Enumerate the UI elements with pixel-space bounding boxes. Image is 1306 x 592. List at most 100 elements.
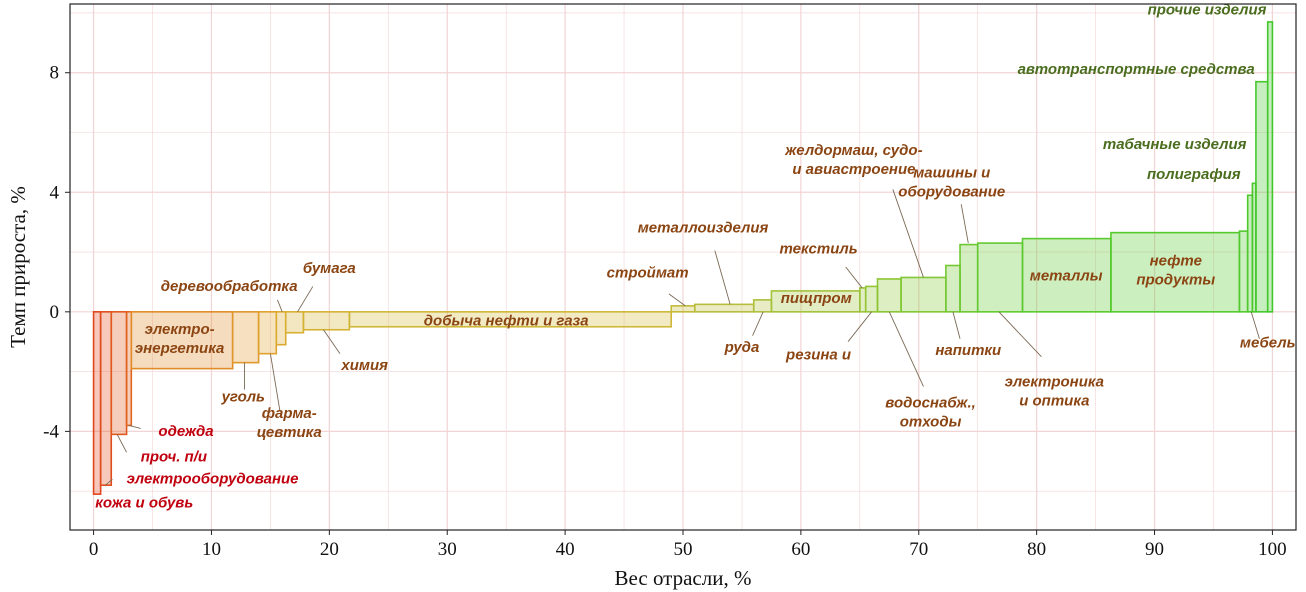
sector-label: цевтика — [257, 424, 322, 441]
sector-label: электрооборудование — [127, 471, 299, 488]
annotation-leader — [952, 311, 961, 339]
sector-label: мебель — [1240, 335, 1296, 352]
annotations: прочие изделия автотранспортные средства т… — [95, 1, 1295, 511]
bar — [92, 311, 102, 495]
bar — [864, 285, 879, 313]
bar — [876, 278, 902, 313]
sector-label: одежда — [158, 423, 213, 440]
bar — [257, 311, 278, 355]
x-tick-label: 20 — [320, 539, 339, 560]
bar — [130, 311, 234, 370]
annotation-leader — [752, 311, 764, 336]
annotation-leader — [847, 311, 872, 342]
bar — [959, 243, 979, 313]
sector-label: металлоизделия — [638, 220, 769, 237]
bar — [275, 311, 287, 346]
sector-label: машины и — [913, 164, 990, 181]
bar — [900, 276, 947, 313]
bar — [1110, 231, 1241, 313]
annotation-leader — [960, 204, 969, 244]
x-tick-label: 100 — [1258, 539, 1287, 560]
sector-label: химия — [340, 357, 388, 374]
sector-label: руда — [724, 339, 760, 356]
sector-label: табачные изделия — [1103, 136, 1247, 153]
annotation-leader — [998, 311, 1042, 357]
bar — [284, 311, 305, 334]
sector-label: прочие изделия — [1148, 1, 1267, 18]
sector-label: уголь — [221, 388, 265, 405]
bar — [670, 305, 696, 313]
sector-label: полиграфия — [1147, 166, 1241, 183]
sector-label: оборудование — [898, 183, 1005, 200]
sector-label: деревообработка — [161, 278, 298, 295]
y-tick-label: 4 — [50, 182, 60, 203]
annotation-leader — [297, 286, 314, 313]
sector-label: строймат — [607, 264, 689, 281]
bar — [1255, 80, 1269, 313]
y-tick-label: -4 — [43, 421, 59, 442]
sector-label: напитки — [935, 342, 1001, 359]
annotation-leader — [269, 353, 281, 411]
sector-label: и оптика — [1019, 393, 1089, 410]
sector-label: кожа и обувь — [95, 495, 193, 512]
annotation-leader — [105, 478, 113, 486]
sector-label: отходы — [900, 413, 962, 430]
x-tick-label: 80 — [1027, 539, 1046, 560]
sector-label: бумага — [303, 260, 356, 277]
sector-label: электроника — [1005, 374, 1104, 391]
x-axis-label: Вес отрасли, % — [615, 566, 752, 590]
y-axis-label: Темп прироста, % — [6, 186, 30, 348]
sector-label: резина и — [785, 347, 851, 364]
bar — [1266, 21, 1274, 313]
x-tick-label: 10 — [202, 539, 221, 560]
sector-label: фарма- — [262, 405, 317, 422]
annotation-leader — [845, 266, 863, 289]
sector-label: автотранспортные средства — [1018, 61, 1255, 78]
bar — [110, 311, 128, 436]
bar — [752, 299, 773, 313]
x-tick-label: 90 — [1145, 539, 1164, 560]
annotation-leader — [323, 329, 341, 354]
sector-label: энергетика — [135, 340, 224, 357]
annotation-leader — [888, 311, 924, 387]
sector-label: электро- — [145, 321, 215, 338]
annotation-leader — [892, 189, 924, 278]
x-axis-ticks: 0 10 20 30 40 50 60 70 80 90 100 — [89, 530, 1287, 560]
bar — [693, 303, 755, 313]
sector-label: металлы — [1030, 267, 1103, 284]
bar — [976, 242, 1024, 313]
annotation-leader — [714, 250, 731, 305]
annotation-leader — [277, 299, 283, 312]
bar — [1021, 237, 1112, 313]
sector-label: продукты — [1136, 272, 1215, 289]
sector-label: и авиастроение — [792, 161, 915, 178]
sector-label: текстиль — [779, 241, 857, 258]
bar — [99, 311, 113, 486]
sector-label: водоснабж., — [885, 394, 976, 411]
sector-label: желдормаш, судо- — [784, 142, 922, 159]
sector-label: нефте — [1150, 253, 1202, 270]
annotation-leaders — [105, 189, 1260, 486]
annotation-leader — [668, 293, 686, 307]
sector-label: добыча нефти и газа — [424, 312, 589, 329]
annotation-leader — [1250, 311, 1260, 339]
bars — [92, 21, 1274, 495]
bar — [348, 311, 673, 328]
x-tick-label: 0 — [89, 539, 99, 560]
sector-label: проч. п/и — [141, 448, 207, 465]
y-tick-label: 8 — [50, 63, 60, 84]
x-tick-label: 40 — [556, 539, 575, 560]
x-tick-label: 30 — [438, 539, 457, 560]
x-tick-label: 70 — [909, 539, 928, 560]
annotation-leader — [128, 424, 141, 429]
bar — [302, 311, 351, 331]
sector-label: пищпром — [781, 290, 852, 307]
bar — [945, 264, 961, 313]
x-tick-label: 60 — [791, 539, 810, 560]
annotation-leader — [116, 434, 127, 453]
bar — [859, 287, 867, 313]
bar — [231, 311, 260, 364]
y-axis-ticks: -4 0 4 8 — [43, 63, 70, 442]
y-tick-label: 0 — [50, 302, 60, 323]
